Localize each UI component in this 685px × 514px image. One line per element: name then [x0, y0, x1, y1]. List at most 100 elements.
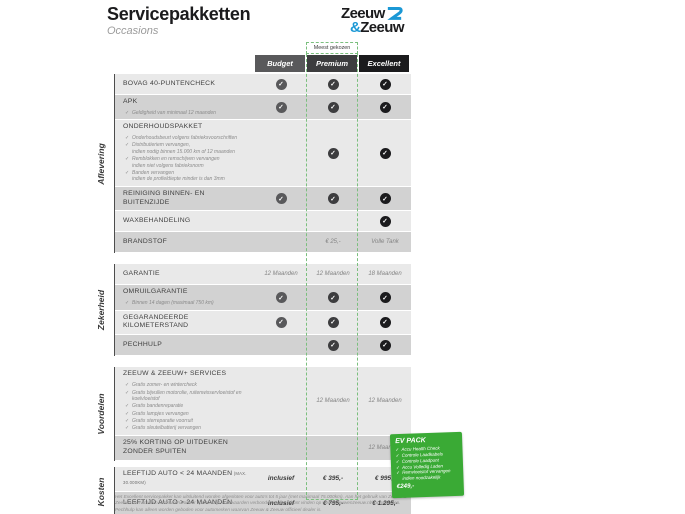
row-label: OMRUILGARANTIE — [123, 288, 188, 296]
cell-premium: ✓ — [307, 285, 359, 309]
sub-item: ✓ Gratis lampjes vervangen — [123, 411, 251, 417]
cell-value: 12 Maanden — [316, 271, 350, 278]
cell-excellent: ✓ — [359, 187, 411, 211]
table-row: ONDERHOUDSPAKKET ✓ Onderhoudsbeurt volgens… — [115, 120, 411, 186]
cell-premium: ✓ — [307, 120, 359, 186]
checkmark-icon: ✓ — [379, 193, 391, 205]
cell-excellent: ✓ — [359, 311, 411, 335]
checkmark-icon: ✓ — [379, 147, 391, 159]
section-label-voordelen: Voordelen — [88, 367, 115, 461]
checkmark-icon: ✓ — [327, 316, 339, 328]
row-label: LEEFTIJD AUTO < 24 MAANDEN (MAX. 30.000K… — [123, 469, 247, 485]
checkmark-icon: ✓ — [327, 78, 339, 90]
cell-value: 12 Maanden — [368, 398, 402, 405]
column-header-excellent: Excellent — [359, 55, 409, 72]
table-row: LEEFTIJD AUTO > 24 MAANDEN inclusief € 795… — [115, 491, 411, 514]
checkmark-icon: ✓ — [379, 292, 391, 304]
header-spacer — [88, 55, 254, 72]
sub-item: ✓ Gratis bandenreparatie — [123, 403, 251, 409]
cell-excellent: 18 Maanden — [359, 264, 411, 284]
logo-word2: Zeeuw — [360, 19, 404, 36]
sub-item: ✓ Banden vervangen indien de profieldiept… — [123, 170, 251, 183]
page-title: Servicepakketten — [107, 4, 251, 24]
cell-budget — [255, 211, 307, 231]
check-glyph: ✓ — [125, 425, 130, 432]
cell-premium: € 395,- — [307, 467, 359, 491]
section-label-kosten: Kosten — [88, 466, 115, 514]
sub-item-text: Gratis sleutelbatterij vervangen — [132, 425, 201, 432]
check-glyph: ✓ — [125, 170, 130, 176]
cell-premium: € 795,- — [307, 492, 359, 514]
row-label-cell: GEGARANDEERDE KILOMETERSTAND — [115, 311, 255, 335]
column-header-premium: Premium — [307, 55, 357, 72]
row-label-cell: WAXBEHANDELING — [115, 211, 255, 231]
footnote: Het Excellent servicepakket kan uitsluit… — [115, 494, 407, 512]
table-row: PECHHULP ✓ ✓ — [115, 335, 411, 356]
cell-budget: ✓ — [255, 311, 307, 335]
section-zekerheid: Zekerheid GARANTIE 12 Maanden 12 Maanden 18 … — [88, 264, 411, 357]
section-label-text: Voordelen — [96, 393, 106, 435]
cell-value: inclusief — [267, 475, 295, 483]
cell-premium: 12 Maanden — [307, 367, 359, 435]
cell-value: € 1.295,- — [372, 500, 398, 508]
row-label: GEGARANDEERDE KILOMETERSTAND — [123, 313, 189, 330]
checkmark-icon: ✓ — [275, 101, 287, 113]
row-label-cell: BRANDSTOF — [115, 232, 255, 252]
row-label: REINIGING BINNEN- EN BUITENZIJDE — [123, 189, 205, 206]
row-label: WAXBEHANDELING — [123, 217, 191, 225]
cell-premium — [307, 211, 359, 231]
row-sub-items: ✓ Geldigheid van minimaal 12 maanden — [123, 109, 251, 116]
checkmark-icon: ✓ — [275, 316, 287, 328]
column-header-budget: Budget — [255, 55, 305, 72]
page-subtitle: Occasions — [107, 24, 159, 37]
row-label: 25% KORTING OP UITDEUKEN ZONDER SPUITEN — [123, 438, 229, 455]
sub-item-text: Binnen 14 dagen (maximaal 750 km) — [132, 300, 214, 307]
row-label-cell: GARANTIE — [115, 264, 255, 284]
logo-word1: Zeeuw — [341, 5, 385, 22]
cell-value: 18 Maanden — [368, 271, 402, 278]
checkmark-icon: ✓ — [379, 215, 391, 227]
row-label: BOVAG 40-PUNTENCHECK — [123, 79, 216, 87]
section-label-zekerheid: Zekerheid — [88, 264, 115, 357]
sub-item-text: Banden vervangen indien de profieldiepte… — [132, 170, 225, 183]
cell-premium: ✓ — [307, 187, 359, 211]
checkmark-icon: ✓ — [379, 78, 391, 90]
section-rows: ZEEUW & ZEEUW+ SERVICES ✓ Gratis zomer- en… — [115, 367, 411, 460]
cell-excellent: 12 Maanden — [359, 436, 411, 460]
cell-budget: inclusief — [255, 492, 307, 514]
cell-value: 12 Maanden — [264, 271, 298, 278]
section-label-text: Kosten — [96, 477, 106, 506]
checkmark-icon: ✓ — [327, 147, 339, 159]
row-label-cell: APK ✓ Geldigheid van minimaal 12 maanden — [115, 95, 255, 119]
check-glyph: ✓ — [125, 156, 130, 163]
cell-excellent: ✓ — [359, 74, 411, 94]
cell-value: inclusief — [267, 500, 295, 508]
ev-pack-items: ✓ Accu Health Check ✓ Controle Laadkabels ✓ C… — [395, 445, 458, 482]
table-sections: Aflevering BOVAG 40-PUNTENCHECK ✓ ✓ ✓ APK ✓ Gel… — [88, 74, 411, 514]
ev-pack-callout: EV PACK ✓ Accu Health Check ✓ Controle Laad… — [389, 431, 465, 499]
cell-premium: € 25,- — [307, 232, 359, 252]
cell-budget: ✓ — [255, 74, 307, 94]
checkmark-icon: ✓ — [379, 316, 391, 328]
sub-item-text: Distributieriem vervangen, indien nodig … — [132, 142, 235, 155]
sub-item: ✓ Remblokken en remschijven vervangen ind… — [123, 156, 251, 169]
check-glyph: ✓ — [125, 389, 130, 396]
ev-pack-title: EV PACK — [395, 437, 426, 446]
ev-pack-item-text: Remvloeistof vervangen indien noodzakeli… — [402, 468, 451, 482]
check-glyph: ✓ — [125, 109, 130, 116]
check-glyph: ✓ — [125, 418, 130, 425]
stylized-z-icon — [386, 7, 403, 20]
checkmark-icon: ✓ — [327, 292, 339, 304]
cell-budget: ✓ — [255, 95, 307, 119]
check-glyph: ✓ — [125, 382, 130, 389]
check-glyph: ✓ — [125, 403, 130, 410]
row-label-cell: ZEEUW & ZEEUW+ SERVICES ✓ Gratis zomer- en… — [115, 367, 255, 435]
most-chosen-badge: Meest gekozen — [306, 42, 358, 54]
cell-excellent: 12 Maanden — [359, 367, 411, 435]
table-row: OMRUILGARANTIE ✓ Binnen 14 dagen (maximaal… — [115, 285, 411, 310]
title-block: Servicepakketten Occasions — [107, 4, 251, 38]
cell-premium: ✓ — [307, 74, 359, 94]
check-glyph: ✓ — [125, 142, 130, 149]
table-row: LEEFTIJD AUTO < 24 MAANDEN (MAX. 30.000K… — [115, 466, 411, 491]
ev-pack-price: €249,- — [396, 482, 415, 491]
